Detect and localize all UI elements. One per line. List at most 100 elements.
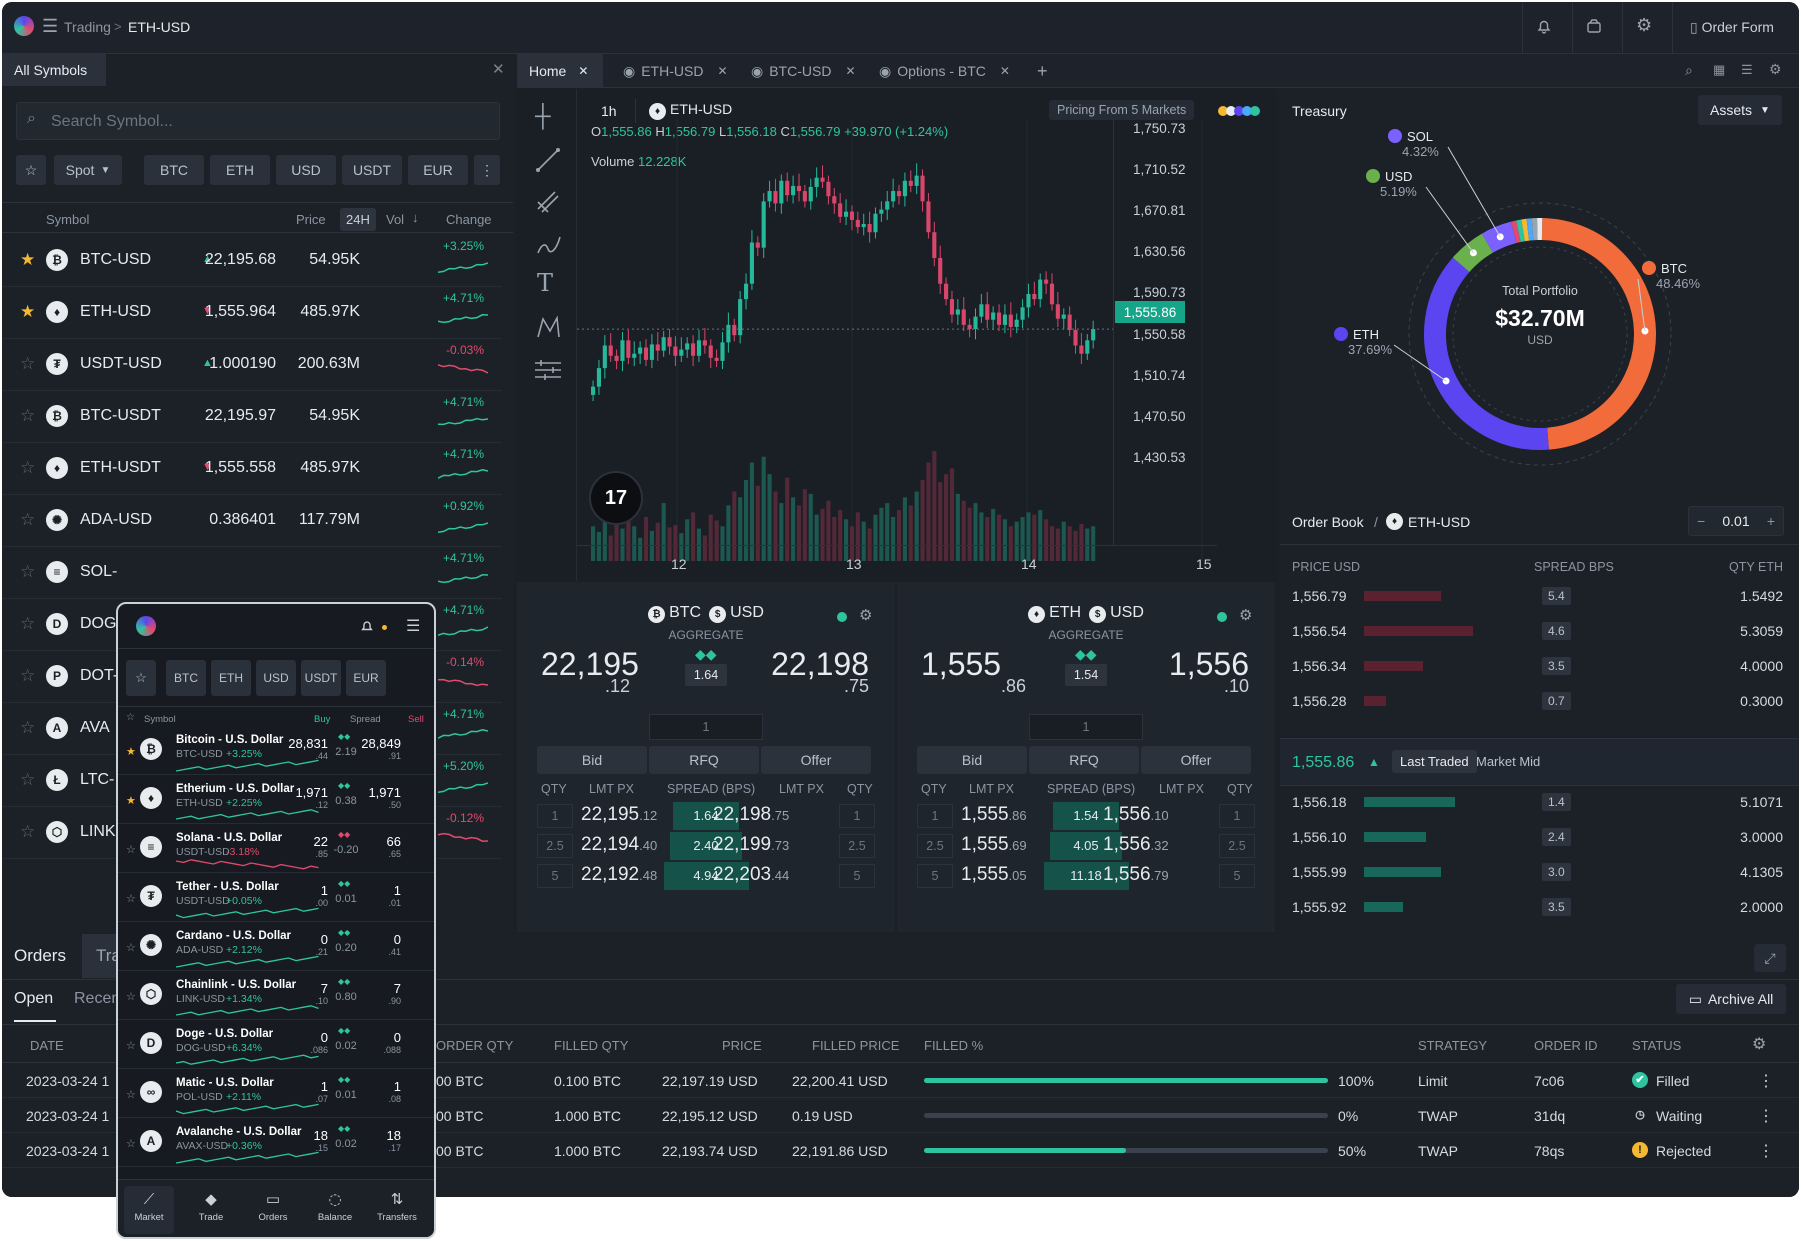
mobile-nav-trade[interactable]: ◆ Trade	[186, 1186, 236, 1234]
last-traded-toggle[interactable]: Last Traded	[1392, 750, 1477, 773]
mobile-sell-price[interactable]: 1,971.50	[361, 785, 401, 810]
increment-stepper[interactable]: −0.01 +	[1688, 506, 1784, 536]
mobile-sell-price[interactable]: 66.65	[361, 834, 401, 859]
star-icon[interactable]: ☆	[126, 1089, 136, 1101]
star-icon[interactable]: ★	[126, 795, 136, 807]
row-menu-icon[interactable]: ⋮	[1758, 1073, 1774, 1090]
mobile-market-row[interactable]: ☆ ≡ Solana - U.S. Dollar USDT-USD -3.18% 22.8…	[118, 824, 434, 873]
mobile-buy-price[interactable]: 1.07	[288, 1079, 328, 1104]
ob-price[interactable]: 1,556.54	[1292, 623, 1347, 639]
ticket-offer-price[interactable]: 22,198.75	[713, 804, 789, 826]
offer-button[interactable]: Offer	[761, 746, 871, 774]
wallet-icon[interactable]	[1586, 18, 1602, 37]
star-icon[interactable]: ☆	[126, 893, 136, 905]
ticket-qty-left[interactable]: 2.5	[917, 834, 953, 858]
bell-icon[interactable]	[1536, 18, 1552, 34]
symbol-row[interactable]: ☆ ✺ ADA-USD 0.386401 117.79M +0.92%	[2, 495, 502, 547]
mobile-filter-eth[interactable]: ETH	[211, 660, 251, 696]
interval-selector[interactable]: 1h	[601, 103, 617, 119]
tab-options-btc[interactable]: ◉ Options - BTC ✕	[867, 54, 1022, 88]
mobile-buy-price[interactable]: 1.00	[288, 883, 328, 908]
rfq-button[interactable]: RFQ	[1029, 746, 1139, 774]
search-icon[interactable]: ⌕	[1685, 62, 1693, 78]
mobile-market-row[interactable]: ☆ A Avalanche - U.S. Dollar AVAX-USD +0.36% 1…	[118, 1118, 434, 1167]
star-icon[interactable]: ☆	[20, 718, 36, 737]
mobile-sell-price[interactable]: 0.41	[361, 932, 401, 957]
sort-desc-icon[interactable]: ↓	[412, 210, 419, 225]
star-icon[interactable]: ★	[20, 302, 36, 321]
settings-icon[interactable]: ⚙	[1769, 61, 1782, 77]
star-icon[interactable]: ☆	[20, 354, 36, 373]
mobile-buy-price[interactable]: 28,831.44	[288, 736, 328, 761]
mobile-sell-price[interactable]: 1.01	[361, 883, 401, 908]
tab-btc-usd[interactable]: ◉ BTC-USD ✕	[739, 54, 868, 88]
ticket-offer-price[interactable]: 1,556.10	[1103, 804, 1169, 826]
assets-dropdown[interactable]: Assets ▼	[1698, 95, 1782, 125]
star-icon[interactable]: ★	[126, 746, 136, 758]
mobile-buy-price[interactable]: 18.15	[288, 1128, 328, 1153]
offer-button[interactable]: Offer	[1141, 746, 1251, 774]
symbol-row[interactable]: ★ ₿ BTC-USD ▲ 22,195.68 54.95K +3.25%	[2, 235, 502, 287]
symbol-row[interactable]: ☆ ♦ ETH-USDT ▼ 1,555.558 485.97K +4.71%	[2, 443, 502, 495]
list-icon[interactable]: ☰	[1741, 62, 1753, 77]
symbol-row[interactable]: ☆ ≡ SOL- +4.71%	[2, 547, 502, 599]
mobile-favorites-filter[interactable]: ☆	[126, 660, 156, 696]
ob-price[interactable]: 1,555.92	[1292, 899, 1347, 915]
ticket-qty-left[interactable]: 1	[537, 804, 573, 828]
symbol-row[interactable]: ☆ ₿ BTC-USDT 22,195.97 54.95K +4.71%	[2, 391, 502, 443]
star-icon[interactable]: ☆	[20, 822, 36, 841]
star-icon[interactable]: ☆	[20, 406, 36, 425]
mobile-sell-price[interactable]: 18.17	[361, 1128, 401, 1153]
mobile-market-row[interactable]: ☆ ✺ Cardano - U.S. Dollar ADA-USD +2.12% 0.21…	[118, 922, 434, 971]
donut-slice-other[interactable]	[1511, 220, 1521, 243]
ticket-offer-price[interactable]: 1,556.79	[1103, 864, 1169, 886]
trendline-icon[interactable]	[535, 147, 561, 176]
ob-price[interactable]: 1,556.28	[1292, 693, 1347, 709]
mobile-sell-price[interactable]: 28,849.91	[361, 736, 401, 761]
tab-eth-usd[interactable]: ◉ ETH-USD ✕	[611, 54, 740, 88]
gear-icon[interactable]: ⚙	[859, 607, 873, 624]
order-row[interactable]: 2023-03-24 1 00 BTC 1.000 BTC 22,193.74 USD…	[2, 1133, 1799, 1168]
quote-filter-usdt[interactable]: USDT	[342, 155, 402, 185]
quote-filter-eur[interactable]: EUR	[408, 155, 468, 185]
ticket-qty-right[interactable]: 5	[1219, 864, 1255, 888]
order-book-symbol[interactable]: ETH-USD	[1408, 514, 1471, 530]
ticket-offer-price[interactable]: 1,556.32	[1103, 834, 1169, 856]
menu-icon[interactable]: ☰	[42, 16, 59, 36]
quantity-input[interactable]: 1	[1029, 714, 1143, 740]
tab-home[interactable]: Home ✕	[517, 54, 603, 88]
mobile-sell-price[interactable]: 7.90	[361, 981, 401, 1006]
mobile-market-row[interactable]: ☆ ∞ Matic - U.S. Dollar POL-USD +2.11% 1.07 ◆◆…	[118, 1069, 434, 1118]
search-input[interactable]: ⌕ Search Symbol...	[16, 102, 500, 140]
star-icon[interactable]: ☆	[126, 942, 136, 954]
subtab-open[interactable]: Open	[14, 990, 54, 1007]
plus-icon[interactable]: +	[1766, 513, 1775, 529]
donut-slice-other[interactable]	[1516, 219, 1525, 243]
row-menu-icon[interactable]: ⋮	[1758, 1143, 1774, 1160]
crosshair-icon[interactable]: ┼	[535, 103, 551, 128]
ticket-pair[interactable]: ₿ BTC $ USD	[517, 604, 895, 623]
subtab-recent[interactable]: Recen	[74, 990, 121, 1007]
text-tool-icon[interactable]: T	[537, 269, 554, 297]
ticket-pair[interactable]: ♦ ETH $ USD	[897, 604, 1275, 623]
ob-price[interactable]: 1,556.18	[1292, 794, 1347, 810]
star-icon[interactable]: ☆	[20, 770, 36, 789]
close-icon[interactable]: ✕	[999, 64, 1010, 78]
ticket-qty-left[interactable]: 5	[917, 864, 953, 888]
quote-filter-usd[interactable]: USD	[276, 155, 336, 185]
expand-icon[interactable]: ⤢	[1754, 944, 1786, 972]
mobile-buy-price[interactable]: 22.85	[288, 834, 328, 859]
panel-tab-all-symbols[interactable]: All Symbols	[2, 54, 106, 86]
ob-price[interactable]: 1,556.34	[1292, 658, 1347, 674]
mobile-market-row[interactable]: ☆ D Doge - U.S. Dollar DOG-USD +6.34% 0.086 ◆◆…	[118, 1020, 434, 1069]
add-tab-icon[interactable]: +	[1037, 60, 1048, 81]
bid-button[interactable]: Bid	[537, 746, 647, 774]
bell-icon[interactable]	[360, 619, 374, 636]
star-icon[interactable]: ★	[20, 250, 36, 269]
ticket-qty-right[interactable]: 1	[839, 804, 875, 828]
close-icon[interactable]: ✕	[845, 64, 856, 78]
star-icon[interactable]: ☆	[20, 614, 36, 633]
star-icon[interactable]: ☆	[20, 666, 36, 685]
mobile-buy-price[interactable]: 1,971.12	[288, 785, 328, 810]
star-icon[interactable]: ☆	[126, 844, 136, 856]
